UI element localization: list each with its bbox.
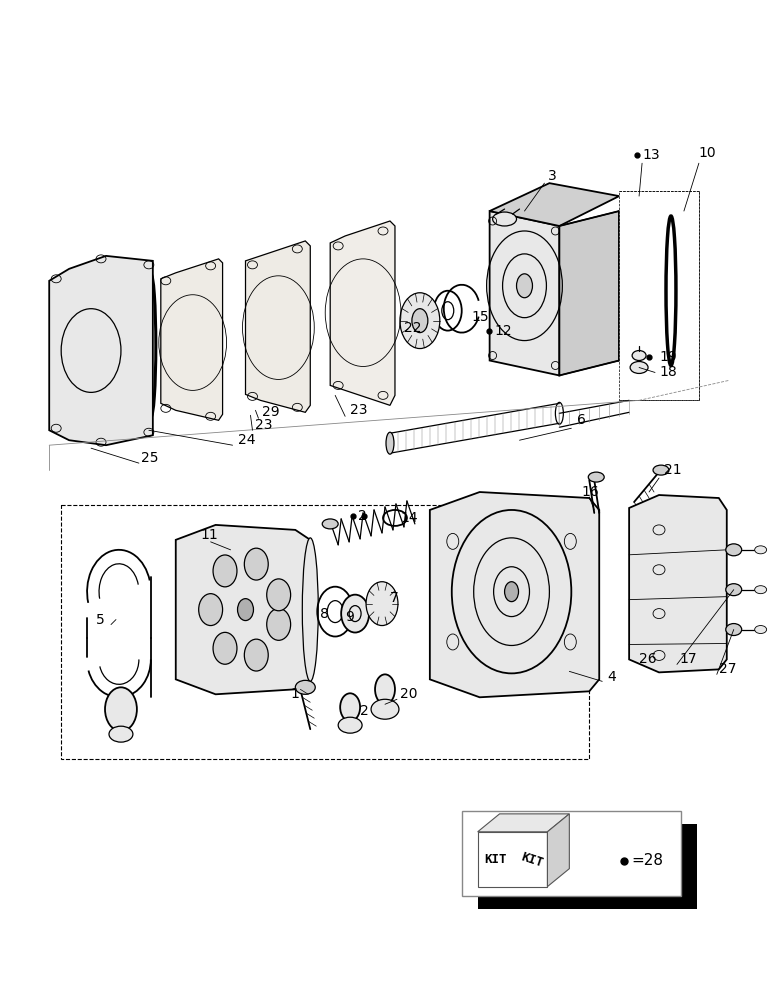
Ellipse shape — [726, 544, 742, 556]
Ellipse shape — [371, 699, 399, 719]
Text: 15: 15 — [472, 310, 489, 324]
Text: 29: 29 — [262, 405, 280, 419]
Polygon shape — [245, 241, 310, 412]
Ellipse shape — [375, 674, 395, 704]
Text: 2: 2 — [360, 704, 369, 718]
Polygon shape — [330, 221, 395, 405]
Text: 3: 3 — [548, 169, 557, 183]
Ellipse shape — [679, 223, 689, 359]
Text: 10: 10 — [699, 146, 716, 160]
Ellipse shape — [516, 274, 533, 298]
Text: 20: 20 — [400, 687, 418, 701]
Ellipse shape — [400, 293, 440, 349]
Ellipse shape — [238, 599, 253, 621]
Text: 25: 25 — [141, 451, 158, 465]
Ellipse shape — [505, 582, 519, 602]
Text: 26: 26 — [639, 652, 657, 666]
Polygon shape — [478, 814, 569, 832]
Ellipse shape — [588, 472, 604, 482]
Polygon shape — [619, 191, 699, 400]
Text: =28: =28 — [631, 853, 663, 868]
Text: 8: 8 — [320, 607, 329, 621]
Text: 24: 24 — [238, 433, 255, 447]
Ellipse shape — [338, 717, 362, 733]
Text: 16: 16 — [581, 485, 599, 499]
Polygon shape — [547, 814, 569, 887]
Text: 9: 9 — [345, 610, 354, 624]
Text: 18: 18 — [659, 365, 677, 379]
Ellipse shape — [726, 624, 742, 636]
Polygon shape — [489, 183, 619, 226]
Polygon shape — [489, 211, 560, 375]
Text: 2: 2 — [358, 509, 367, 523]
Text: 11: 11 — [201, 528, 218, 542]
Ellipse shape — [322, 519, 338, 529]
Ellipse shape — [341, 595, 369, 633]
Polygon shape — [176, 525, 310, 694]
Ellipse shape — [412, 309, 428, 333]
Ellipse shape — [303, 538, 318, 681]
Text: KIT: KIT — [520, 850, 545, 869]
Ellipse shape — [213, 632, 237, 664]
Text: 27: 27 — [719, 662, 736, 676]
Ellipse shape — [493, 212, 516, 226]
Ellipse shape — [386, 432, 394, 454]
Bar — [478, 824, 697, 909]
Ellipse shape — [244, 639, 268, 671]
Text: 19: 19 — [659, 350, 677, 364]
Ellipse shape — [653, 465, 669, 475]
Ellipse shape — [266, 608, 290, 640]
Ellipse shape — [678, 211, 690, 370]
Text: 17: 17 — [679, 652, 696, 666]
Text: KIT: KIT — [484, 853, 507, 866]
Text: 23: 23 — [350, 403, 367, 417]
Text: 14: 14 — [400, 511, 418, 525]
Ellipse shape — [340, 693, 360, 721]
Polygon shape — [629, 495, 726, 672]
Ellipse shape — [198, 594, 222, 626]
Ellipse shape — [244, 548, 268, 580]
Text: 7: 7 — [390, 591, 398, 605]
Ellipse shape — [630, 362, 648, 373]
Text: 13: 13 — [642, 148, 660, 162]
Text: 4: 4 — [608, 670, 616, 684]
Ellipse shape — [266, 579, 290, 611]
Text: 6: 6 — [577, 413, 586, 427]
Polygon shape — [61, 505, 589, 759]
Text: 1: 1 — [290, 687, 300, 701]
Ellipse shape — [105, 687, 137, 731]
Ellipse shape — [366, 582, 398, 626]
Ellipse shape — [213, 555, 237, 587]
Ellipse shape — [755, 546, 767, 554]
Ellipse shape — [632, 351, 646, 361]
Polygon shape — [430, 492, 599, 697]
Text: 12: 12 — [495, 324, 513, 338]
Ellipse shape — [296, 680, 315, 694]
Polygon shape — [49, 256, 153, 445]
Ellipse shape — [755, 586, 767, 594]
Polygon shape — [560, 211, 619, 375]
Text: 5: 5 — [96, 613, 105, 627]
Ellipse shape — [726, 584, 742, 596]
Text: 22: 22 — [404, 321, 422, 335]
Ellipse shape — [109, 726, 133, 742]
Text: 21: 21 — [664, 463, 682, 477]
Ellipse shape — [755, 626, 767, 634]
Polygon shape — [161, 259, 222, 420]
Bar — [462, 811, 681, 896]
Text: 23: 23 — [256, 418, 273, 432]
Polygon shape — [478, 832, 547, 887]
